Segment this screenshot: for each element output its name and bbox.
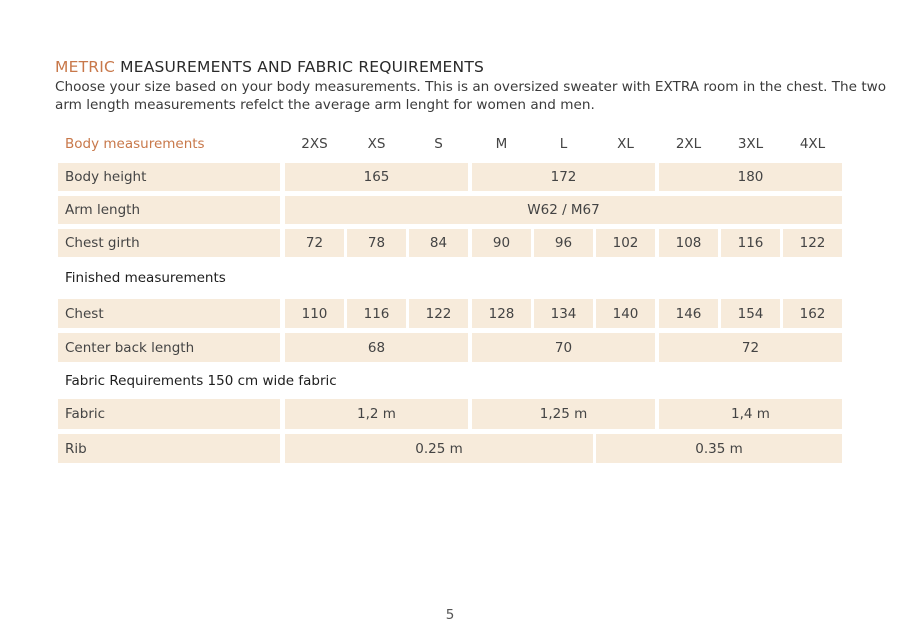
intro-paragraph: Choose your size based on your body meas… [55,78,887,114]
body-height-cell: 172 [472,163,655,191]
chest-girth-cell: 116 [721,229,780,257]
back-length-cell: 72 [659,333,842,362]
finished-chest-cell: 116 [347,299,406,328]
page-number: 5 [445,607,455,623]
size-header: 2XL [675,136,702,152]
intro-line-1: Choose your size based on your body meas… [55,79,887,95]
size-header: 3XL [737,136,764,152]
finished-chest-cell: 134 [534,299,593,328]
section-heading-finished: Finished measurements [65,270,226,286]
arm-length-cell: W62 / M67 [285,196,842,224]
chest-girth-cell: 90 [472,229,531,257]
section-heading-fabric: Fabric Requirements 150 cm wide fabric [65,373,337,389]
finished-chest-cell: 110 [285,299,344,328]
size-header: S [434,136,443,152]
intro-line-2: arm length measurements refelct the aver… [55,97,595,113]
chest-girth-cell: 84 [409,229,468,257]
size-header: M [495,136,508,152]
size-header: XL [617,136,634,152]
chest-girth-cell: 122 [783,229,842,257]
size-header: XS [367,136,386,152]
back-length-cell: 70 [472,333,655,362]
rib-cell: 0.35 m [596,434,842,463]
chest-girth-cell: 102 [596,229,655,257]
finished-chest-cell: 162 [783,299,842,328]
finished-chest-cell: 128 [472,299,531,328]
row-label-fabric: Fabric [58,399,280,429]
finished-chest-cell: 140 [596,299,655,328]
rib-cell: 0.25 m [285,434,593,463]
title-rest: MEASUREMENTS AND FABRIC REQUIREMENTS [115,58,485,76]
finished-chest-cell: 122 [409,299,468,328]
row-label-arm-length: Arm length [58,196,280,224]
size-header: L [559,136,568,152]
back-length-cell: 68 [285,333,468,362]
finished-chest-cell: 146 [659,299,718,328]
header-body-measurements: Body measurements [65,136,205,152]
chest-girth-cell: 72 [285,229,344,257]
chest-girth-cell: 96 [534,229,593,257]
row-label-chest: Chest [58,299,280,328]
size-header: 4XL [799,136,826,152]
row-label-center-back-length: Center back length [58,333,280,362]
row-label-rib: Rib [58,434,280,463]
fabric-cell: 1,25 m [472,399,655,429]
fabric-cell: 1,4 m [659,399,842,429]
row-label-chest-girth: Chest girth [58,229,280,257]
finished-chest-cell: 154 [721,299,780,328]
row-label-body-height: Body height [58,163,280,191]
body-height-cell: 165 [285,163,468,191]
page-title: METRIC MEASUREMENTS AND FABRIC REQUIREME… [55,58,484,76]
body-height-cell: 180 [659,163,842,191]
title-accent: METRIC [55,58,115,76]
chest-girth-cell: 108 [659,229,718,257]
size-header: 2XS [301,136,328,152]
fabric-cell: 1,2 m [285,399,468,429]
chest-girth-cell: 78 [347,229,406,257]
